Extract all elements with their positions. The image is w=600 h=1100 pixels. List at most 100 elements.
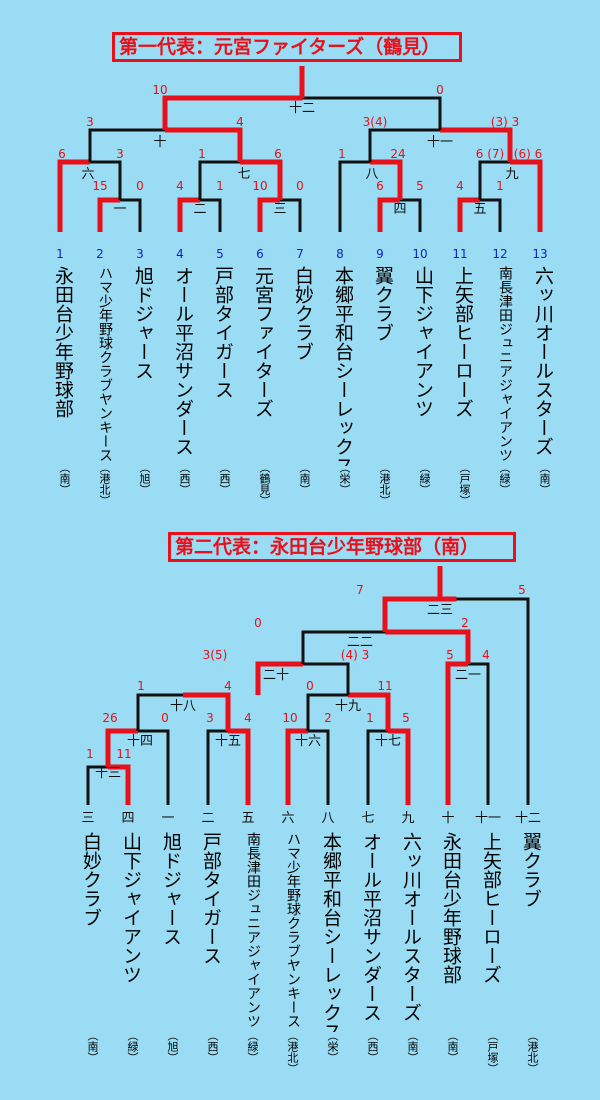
score-label: 7	[356, 583, 364, 597]
game-number: 二三	[427, 603, 453, 618]
seed-number: 11	[452, 247, 467, 261]
winner-path	[255, 661, 303, 695]
team-region: （南）	[406, 1030, 419, 1063]
winner-path	[108, 764, 131, 805]
winner-path	[377, 197, 400, 232]
score-label: 4	[482, 648, 490, 662]
winner-path	[385, 629, 471, 664]
team-region: （戸塚）	[458, 462, 471, 506]
winner-path	[240, 159, 283, 200]
game-number: 十四	[127, 734, 153, 749]
score-label: 3	[86, 115, 94, 129]
score-label: 6	[58, 147, 66, 161]
team-name: 南長津田ジュニアジャイアンツ	[245, 832, 261, 1028]
winner-path	[440, 127, 513, 162]
seed-number: 十一	[475, 811, 501, 826]
winner-path	[370, 159, 403, 200]
score-label: (6) 6	[514, 147, 542, 161]
seed-number: 七	[361, 811, 374, 826]
team-name: 上矢部ヒーローズ	[452, 266, 473, 418]
team-name: 白妙クラブ	[80, 832, 101, 927]
score-label: (3) 3	[491, 115, 519, 129]
score-label: 5	[518, 583, 526, 597]
score-label: 0	[436, 83, 444, 97]
seed-number: 10	[412, 247, 427, 261]
game-number: 十一	[427, 135, 453, 150]
team-name: 永田台少年野球部	[440, 832, 461, 984]
game-number: 二十	[263, 668, 289, 683]
seed-number: 二	[201, 811, 214, 826]
second-representative-title: 第二代表：永田台少年野球部（南）	[168, 532, 516, 562]
seed-number: 6	[256, 247, 264, 261]
winner-path	[457, 197, 480, 232]
team-name: 白妙クラブ	[292, 266, 313, 361]
bracket-line	[446, 662, 490, 805]
winner-path	[445, 661, 468, 805]
team-region: （旭）	[166, 1030, 179, 1063]
team-region: （港北）	[98, 462, 111, 506]
team-region: （西）	[366, 1030, 379, 1063]
score-label: 0	[161, 711, 169, 725]
score-label: 3	[116, 147, 124, 161]
team-region: （南）	[86, 1030, 99, 1063]
first-representative-title: 第一代表：元宮ファイターズ（鶴見）	[112, 32, 462, 62]
winner-path	[285, 728, 308, 805]
score-label: 3(5)	[203, 648, 228, 662]
team-name: 山下ジャイアンツ	[120, 832, 141, 984]
game-number: 十九	[335, 699, 361, 714]
score-label: 1	[137, 679, 145, 693]
winner-path	[177, 197, 200, 232]
game-number: 十三	[95, 766, 121, 781]
team-name: ハマ少年野球クラブヤンキース	[285, 832, 301, 1028]
seed-number: 十二	[515, 811, 541, 826]
team-name: 戸部タイガース	[200, 832, 221, 965]
seed-number: 九	[401, 811, 414, 826]
score-label: 1	[366, 711, 374, 725]
seed-number: 4	[176, 247, 184, 261]
team-name: 翼クラブ	[372, 266, 393, 342]
score-label: 5	[446, 648, 454, 662]
team-region: （南）	[298, 462, 311, 495]
game-number: 十	[153, 135, 166, 150]
score-label: 1	[86, 747, 94, 761]
winner-path	[388, 728, 411, 805]
team-name: 旭ドジャース	[132, 266, 153, 380]
score-label: 0	[296, 179, 304, 193]
score-label: (4) 3	[341, 648, 369, 662]
team-region: （港北）	[378, 462, 391, 506]
team-region: （緑）	[498, 462, 511, 495]
score-label: 10	[252, 179, 267, 193]
score-label: 1	[198, 147, 206, 161]
score-label: 2	[461, 616, 469, 630]
team-name: 南長津田ジュニアジャイアンツ	[497, 266, 513, 462]
score-label: 1	[496, 179, 504, 193]
score-label: 6	[376, 179, 384, 193]
winner-path	[228, 728, 251, 805]
team-region: （西）	[218, 462, 231, 495]
score-label: 26	[102, 711, 117, 725]
score-label: 11	[116, 747, 131, 761]
game-number: 八	[365, 167, 378, 182]
seed-number: 十	[441, 811, 454, 826]
score-label: 24	[390, 147, 405, 161]
game-number: 十五	[215, 734, 241, 749]
seed-number: 三	[81, 811, 94, 826]
seed-number: 一	[161, 811, 174, 826]
score-label: 6	[274, 147, 282, 161]
team-region: （西）	[178, 462, 191, 495]
team-region: （栄）	[326, 1030, 339, 1063]
score-label: 1	[338, 147, 346, 161]
team-name: ハマ少年野球クラブヤンキース	[97, 266, 113, 462]
score-label: 6 (7)	[476, 147, 504, 161]
team-region: （緑）	[418, 462, 431, 495]
seed-number: 7	[296, 247, 304, 261]
seed-number: 9	[376, 247, 384, 261]
winner-path	[57, 159, 90, 232]
seed-number: 3	[136, 247, 144, 261]
score-label: 2	[324, 711, 332, 725]
game-number: 一	[113, 202, 126, 217]
team-name: 翼クラブ	[520, 832, 541, 908]
score-label: 0	[136, 179, 144, 193]
team-region: （港北）	[526, 1030, 539, 1074]
score-label: 4	[456, 179, 464, 193]
